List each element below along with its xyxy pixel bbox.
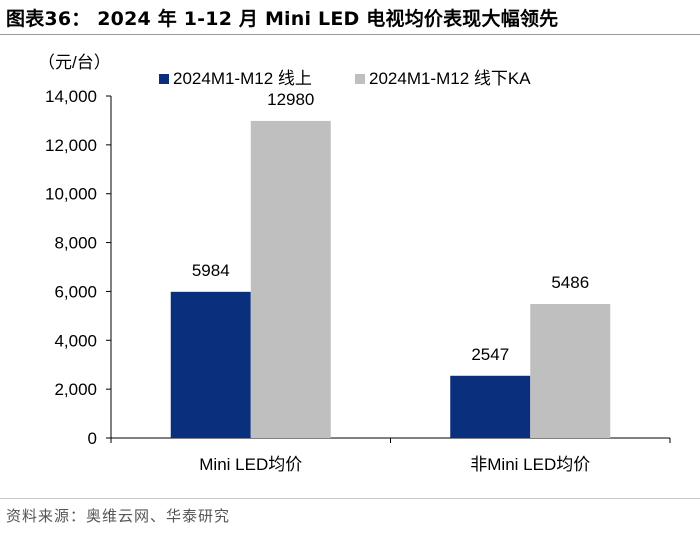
data-label: 5984	[192, 261, 230, 280]
y-axis-unit-label: （元/台）	[38, 53, 111, 72]
bar-online	[170, 291, 251, 438]
y-tick-label: 8,000	[54, 234, 97, 253]
legend-swatch	[355, 74, 365, 84]
source-divider	[0, 498, 700, 499]
legend-label: 2024M1-M12 线上	[173, 69, 312, 88]
source-note: 资料来源：奥维云网、华泰研究	[6, 507, 231, 525]
legend-swatch	[159, 74, 169, 84]
y-tick-label: 12,000	[45, 136, 97, 155]
figure-title: 图表36： 2024 年 1-12 月 Mini LED 电视均价表现大幅领先	[6, 8, 559, 30]
x-category-label: Mini LED均价	[199, 455, 302, 474]
y-tick-label: 2,000	[54, 380, 97, 399]
legend-label: 2024M1-M12 线下KA	[369, 69, 531, 88]
y-tick-label: 6,000	[54, 282, 97, 301]
bar-offline	[250, 120, 331, 438]
y-tick-label: 14,000	[45, 87, 97, 106]
y-tick-label: 4,000	[54, 331, 97, 350]
data-label: 5486	[551, 273, 589, 292]
bar-offline	[530, 303, 611, 438]
data-label: 2547	[471, 345, 509, 364]
data-label: 12980	[267, 90, 314, 109]
title-divider	[0, 34, 700, 35]
x-category-label: 非Mini LED均价	[470, 455, 590, 474]
bar-online	[450, 375, 531, 438]
y-tick-label: 0	[88, 429, 97, 448]
y-tick-label: 10,000	[45, 185, 97, 204]
